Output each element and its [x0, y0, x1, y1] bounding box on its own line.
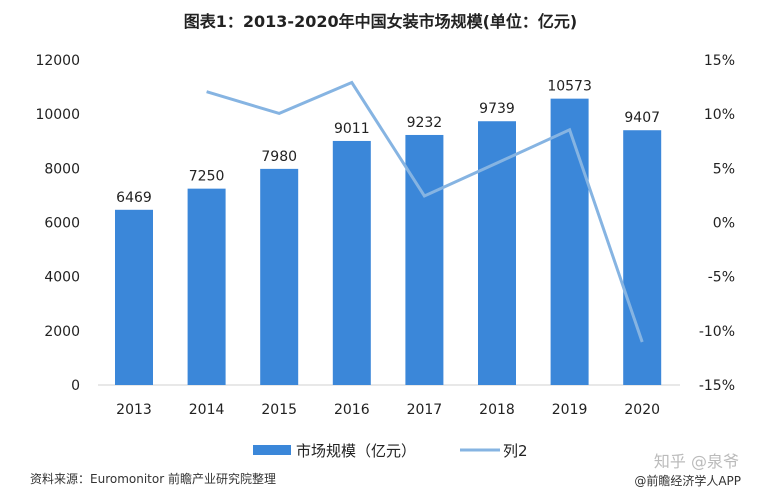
data-label-2019: 10573 [547, 79, 592, 95]
data-label-2014: 7250 [189, 169, 225, 185]
y-right-tick-label: -5% [708, 270, 735, 286]
watermark-zhihu: 知乎 @泉爷 [653, 452, 739, 471]
x-tick-label: 2015 [261, 402, 297, 418]
data-label-2015: 7980 [261, 149, 297, 165]
data-label-2017: 9232 [407, 115, 443, 131]
x-tick-label: 2017 [407, 402, 443, 418]
y-left-tick-label: 4000 [44, 270, 80, 286]
data-label-2020: 9407 [624, 110, 660, 126]
y-right-tick-label: 10% [704, 107, 735, 123]
y-right-tick-label: -15% [699, 378, 735, 394]
legend-label-bar: 市场规模（亿元） [296, 442, 416, 460]
bar-2016 [332, 140, 371, 385]
y-right-tick-label: 0% [713, 216, 735, 232]
line-series-列2 [206, 80, 644, 343]
watermark: @前瞻经济学人APP [634, 474, 741, 488]
y-left-tick-label: 2000 [44, 324, 80, 340]
data-label-2016: 9011 [334, 121, 370, 137]
y-left-tick-label: 10000 [35, 107, 80, 123]
data-label-2018: 9739 [479, 101, 515, 117]
bar-2013 [115, 209, 153, 385]
x-tick-label: 2016 [334, 402, 370, 418]
y-left-tick-label: 6000 [44, 216, 80, 232]
bar-2020 [623, 130, 662, 385]
bar-2014 [187, 188, 226, 385]
y-left-tick-label: 12000 [35, 53, 80, 69]
y-right-tick-label: 5% [713, 161, 735, 177]
bar-2018 [478, 121, 516, 386]
legend-swatch-bar [253, 445, 291, 455]
x-tick-label: 2018 [479, 402, 515, 418]
y-right-tick-label: 15% [704, 53, 735, 69]
x-tick-label: 2013 [116, 402, 152, 418]
source-note: 资料来源：Euromonitor 前瞻产业研究院整理 [30, 472, 276, 486]
x-tick-label: 2014 [189, 402, 225, 418]
legend-label-line: 列2 [503, 442, 528, 460]
y-left-tick-label: 8000 [44, 161, 80, 177]
y-left-tick-label: 0 [71, 378, 80, 394]
bar-2015 [260, 168, 299, 385]
x-tick-label: 2020 [624, 402, 660, 418]
bar-2019 [550, 98, 589, 385]
chart-title: 图表1：2013-2020年中国女装市场规模(单位：亿元) [183, 12, 578, 31]
y-right-tick-label: -10% [699, 324, 735, 340]
x-tick-label: 2019 [552, 402, 588, 418]
data-label-2013: 6469 [116, 190, 152, 206]
